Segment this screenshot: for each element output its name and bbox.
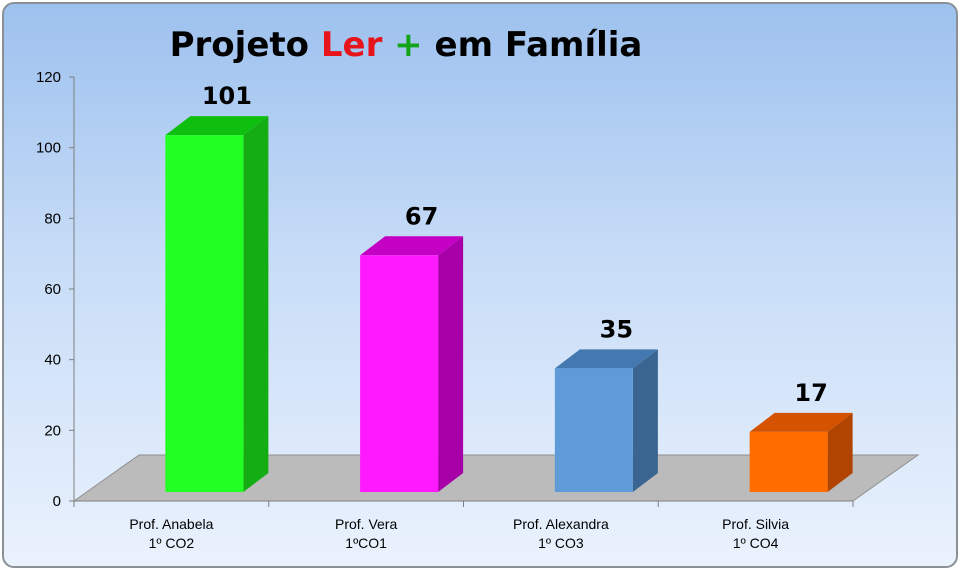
bar-side	[632, 349, 658, 492]
category-label-line: Prof. Vera	[335, 516, 397, 532]
value-label: 17	[794, 379, 827, 407]
bar-front	[554, 368, 633, 492]
bar-top	[554, 349, 658, 369]
value-label: 35	[600, 315, 633, 343]
bar-side	[438, 236, 464, 492]
bar-2	[554, 349, 658, 492]
category-label-line: 1ºCO1	[345, 535, 387, 551]
category-label-line: 1º CO2	[149, 535, 195, 551]
category-label: Prof. Silvia 1º CO4	[722, 516, 789, 551]
category-label: Prof. Alexandra 1º CO3	[513, 516, 609, 551]
chart-title: Projeto Ler + em Família	[170, 25, 643, 65]
bar-0	[165, 116, 269, 492]
bar-top	[749, 412, 853, 432]
category-label-line: Prof. Anabela	[129, 516, 213, 532]
bar-chart: Projeto Ler + em Família 0 20 40 60 80 100 120…	[36, 25, 920, 551]
title-part-2: +	[382, 25, 434, 65]
y-tick-label: 20	[44, 422, 61, 439]
bar-3	[749, 412, 853, 492]
category-label: Prof. Anabela 1º CO2	[129, 516, 213, 551]
category-label-line: Prof. Alexandra	[513, 516, 609, 532]
value-label: 67	[405, 202, 438, 230]
bar-side	[243, 116, 269, 492]
title-part-1: Ler	[321, 25, 383, 65]
bar-front	[749, 431, 828, 492]
category-label: Prof. Vera 1ºCO1	[335, 516, 397, 551]
title-part-3: em Família	[435, 25, 643, 65]
bar-top	[165, 116, 269, 136]
category-label-line: Prof. Silvia	[722, 516, 789, 532]
bar-top	[360, 236, 464, 256]
bar-front	[360, 255, 439, 492]
y-tick-label: 120	[36, 69, 61, 86]
y-tick-label: 0	[53, 493, 61, 510]
bar-front	[165, 135, 244, 492]
bar-side	[827, 412, 853, 492]
value-label: 101	[202, 82, 252, 110]
category-label-line: 1º CO4	[733, 535, 779, 551]
y-tick-label: 100	[36, 140, 61, 157]
y-tick-label: 40	[44, 352, 61, 369]
title-part-0: Projeto	[170, 25, 321, 65]
bar-1	[360, 236, 464, 492]
y-tick-label: 60	[44, 281, 61, 298]
category-label-line: 1º CO3	[538, 535, 584, 551]
y-tick-label: 80	[44, 210, 61, 227]
